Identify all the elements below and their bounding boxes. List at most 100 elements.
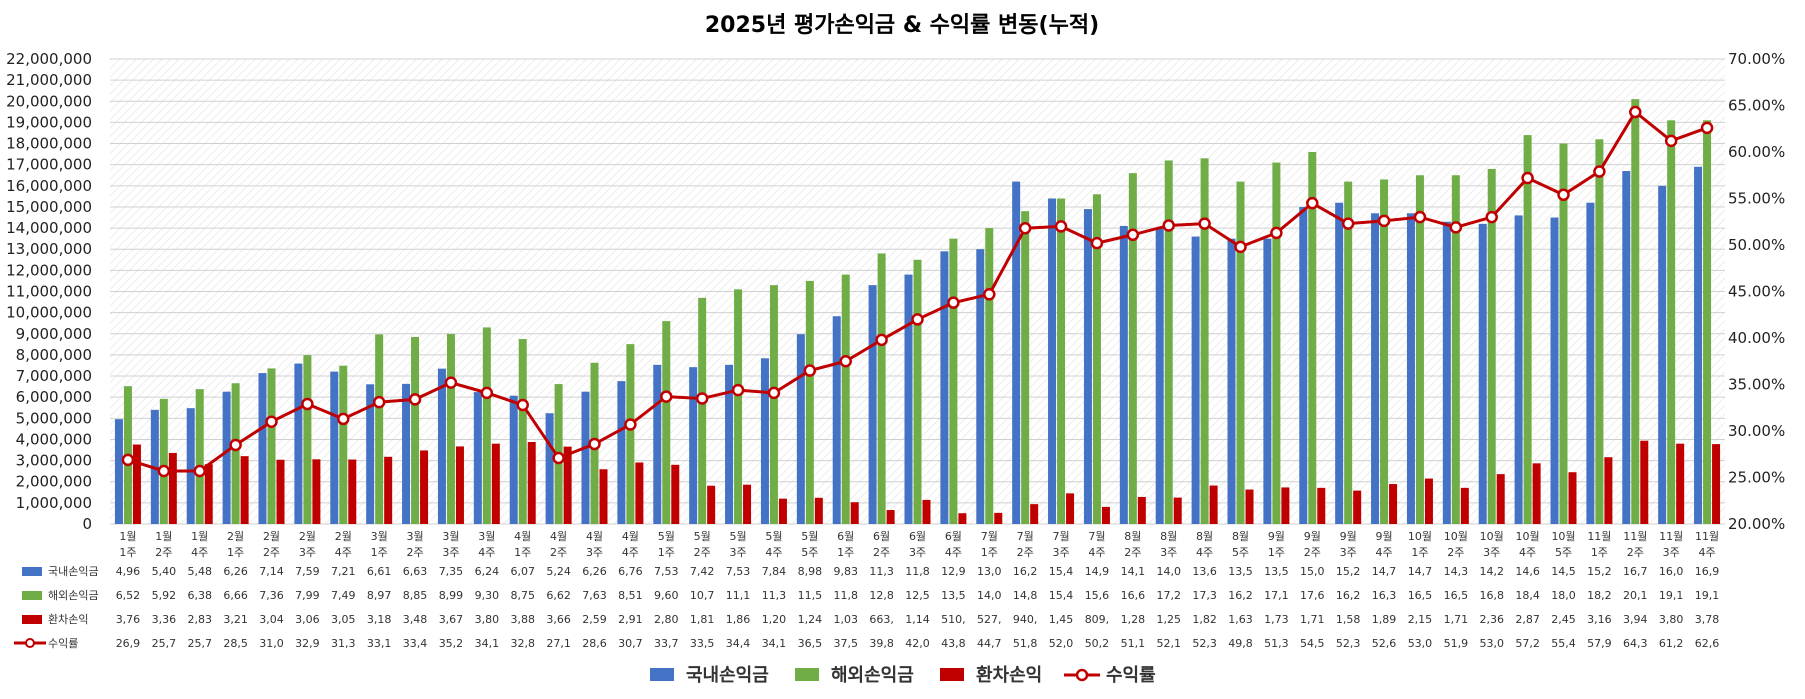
bar [1164,160,1173,525]
bar [707,485,716,524]
table-cell: 17,6 [1300,589,1325,602]
line-point [372,395,386,409]
line-series [121,105,1714,478]
table-cell: 9,60 [654,589,679,602]
bar [1451,175,1460,524]
table-cell: 1,28 [1121,613,1146,626]
table-cell: 36,5 [798,637,823,650]
line-point [1306,196,1319,210]
table-cell: 16,6 [1121,589,1146,602]
bar [366,384,375,524]
x-tick-label-week: 1주 [837,546,854,559]
x-tick-label-month: 3월 [442,530,459,543]
table-cell: 3,05 [331,613,356,626]
y-right-tick-label: 65.00% [1728,97,1785,115]
table-cell: 12,5 [905,589,930,602]
x-tick-label-month: 9월 [1340,530,1357,543]
line-point [1234,240,1247,254]
table-cell: 33,5 [690,637,715,650]
table-cell: 16,2 [1228,589,1253,602]
y-left-tick-label: 10,000,000 [6,304,92,322]
table-cell: 52,0 [1049,637,1074,650]
bar [1048,198,1057,524]
bar [518,339,527,524]
x-tick-label-week: 3주 [299,546,316,559]
bar [348,459,357,524]
table-cell: 7,14 [259,565,284,578]
bar [1586,202,1595,524]
table-cell: 51,1 [1121,637,1146,650]
table-cell: 17,1 [1264,589,1289,602]
bar [1200,158,1209,524]
x-tick-label-week: 4주 [191,546,208,559]
table-cell: 18,2 [1587,589,1612,602]
table-cell: 940, [1013,613,1038,626]
table-cell: 1,58 [1336,613,1361,626]
table-cell: 33,7 [654,637,679,650]
bar [617,381,626,524]
x-tick-label-month: 3월 [406,530,423,543]
table-cell: 26,9 [116,637,141,650]
table-cell: 18,0 [1551,589,1576,602]
table-key-swatch [22,615,42,624]
bar [491,443,500,524]
x-tick-label-week: 4주 [1375,546,1392,559]
line-point [1126,228,1140,242]
table-cell: 3,80 [1659,613,1684,626]
table-cell: 15,2 [1587,565,1612,578]
table-row-label: 환차손익 [48,613,88,626]
bar [1460,487,1469,524]
bar [231,383,240,524]
table-cell: 57,2 [1515,637,1540,650]
y-left-tick-label: 11,000,000 [6,283,92,301]
table-cell: 3,16 [1587,613,1612,626]
x-tick-label-month: 7월 [1052,530,1069,543]
table-cell: 32,8 [510,637,535,650]
table-cell: 14,5 [1551,565,1576,578]
bar [841,274,850,524]
y-left-tick-label: 15,000,000 [6,198,92,216]
legend-swatch [940,668,964,681]
bar [985,228,994,524]
table-cell: 64,3 [1623,637,1648,650]
x-tick-label-week: 5주 [1232,546,1249,559]
x-tick-label-week: 2주 [873,546,890,559]
table-cell: 7,21 [331,565,356,578]
line-point [229,438,242,452]
x-tick-label-month: 7월 [1017,530,1034,543]
x-tick-label-month: 6월 [945,530,962,543]
y-right-tick-label: 50.00% [1728,236,1785,254]
bar [330,371,339,524]
bar [1703,120,1712,524]
x-tick-label-week: 1주 [658,546,675,559]
line-point [767,386,781,400]
table-cell: 5,40 [152,565,177,578]
bar [832,316,841,524]
bar [1640,440,1649,524]
x-tick-label-week: 3주 [1663,546,1680,559]
table-cell: 14,6 [1515,565,1540,578]
table-cell: 1,63 [1228,613,1253,626]
legend-label: 해외손익금 [831,665,914,686]
bar [1128,173,1137,525]
table-cell: 2,80 [654,613,679,626]
table-cell: 1,20 [762,613,787,626]
table-cell: 42,0 [905,637,930,650]
table-cell: 9,83 [833,565,858,578]
line-point [265,415,278,428]
bar [1371,213,1380,524]
data-table: 국내손익금 4,96 5,40 5,48 6,26 7,14 7,59 7,21 6,61 6,6… [14,565,1719,650]
bar [1478,223,1487,524]
table-cell: 51,9 [1444,637,1469,650]
bar [994,512,1003,524]
x-tick-label-month: 1월 [155,530,172,543]
x-tick-label-week: 1주 [514,546,531,559]
bar [1514,215,1523,524]
x-tick-label-week: 1주 [1591,546,1608,559]
y-right-tick-label: 30.00% [1728,422,1785,440]
table-cell: 13,5 [941,589,966,602]
bar [1021,211,1030,524]
table-cell: 6,66 [223,589,248,602]
bar [940,251,949,524]
table-cell: 1,14 [905,613,930,626]
